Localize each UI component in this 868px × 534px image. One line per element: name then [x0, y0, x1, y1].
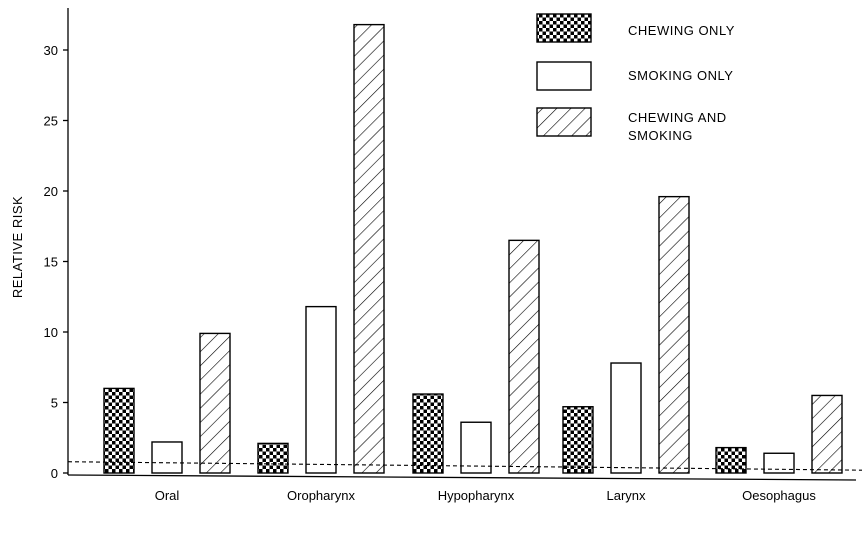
- reference-dashed-line: [67, 461, 863, 471]
- x-category-label: Oesophagus: [742, 488, 816, 503]
- legend-swatch-chewing-only: [536, 13, 592, 43]
- bar-chewing-only-oral: [103, 387, 135, 474]
- x-axis: Oral Oropharynx Hypopharynx Larynx Oesophagu…: [67, 474, 857, 503]
- legend-label-chewing-and-smoking: CHEWING AND SMOKING: [628, 110, 727, 143]
- reference-line-group: [67, 461, 863, 471]
- bar-chewing-and-smoking-oral: [199, 332, 231, 474]
- bar-smoking-only-oropharynx: [305, 305, 337, 474]
- bar-smoking-only-oesophagus: [763, 452, 795, 474]
- x-category-label: Larynx: [606, 488, 646, 503]
- legend-label-smoking-only: SMOKING ONLY: [628, 68, 733, 83]
- bars-group: [103, 23, 843, 474]
- legend-swatch-smoking-only: [536, 61, 592, 91]
- y-axis: 0 5 10 15 20 25 30: [44, 8, 69, 481]
- legend-label-chewing-only: CHEWING ONLY: [628, 23, 735, 38]
- bar-smoking-only-oral: [151, 441, 183, 474]
- x-category-label: Hypopharynx: [438, 488, 515, 503]
- y-tick-label: 0: [51, 466, 58, 481]
- x-axis-line: [67, 474, 857, 481]
- legend: CHEWING ONLY SMOKING ONLY CHEWING AND SMOKI…: [536, 13, 735, 143]
- y-tick-label: 5: [51, 396, 58, 411]
- bar-chewing-and-smoking-hypopharynx: [508, 239, 540, 474]
- y-tick-label: 10: [44, 325, 58, 340]
- y-tick-label: 30: [44, 43, 58, 58]
- bar-chewing-only-hypopharynx: [412, 393, 444, 474]
- bar-chewing-only-oropharynx: [257, 442, 289, 474]
- bar-chewing-and-smoking-larynx: [658, 195, 690, 474]
- bar-chewing-and-smoking-oropharynx: [353, 23, 385, 474]
- y-tick-label: 25: [44, 114, 58, 129]
- legend-swatch-chewing-and-smoking: [536, 107, 592, 137]
- x-category-label: Oral: [155, 488, 180, 503]
- y-axis-label: RELATIVE RISK: [10, 196, 25, 298]
- bar-smoking-only-larynx: [610, 362, 642, 474]
- bar-chewing-only-larynx: [562, 406, 594, 474]
- y-tick-label: 15: [44, 255, 58, 270]
- x-category-label: Oropharynx: [287, 488, 355, 503]
- bar-chewing-and-smoking-oesophagus: [811, 394, 843, 474]
- y-tick-label: 20: [44, 184, 58, 199]
- bar-smoking-only-hypopharynx: [460, 421, 492, 474]
